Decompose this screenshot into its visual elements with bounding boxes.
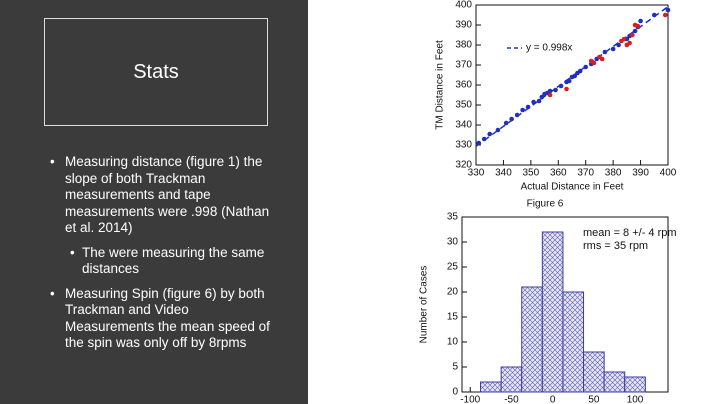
y-tick-label: 340 [455,120,472,131]
point [651,12,657,18]
point [531,99,536,105]
x-axis-title: Actual Distance in Feet [521,182,624,193]
y-tick-label: 0 [452,387,458,398]
y-tick-label: 20 [447,287,459,298]
charts: 330 340 350 360 370 380 390 4003203303403503603… [419,0,677,404]
point [495,127,501,133]
point [621,36,627,42]
title-box: Stats [44,18,268,126]
y-tick-label: 15 [447,312,459,323]
bullet: Measuring distance (figure 1) the slope … [48,154,280,237]
slide-title: Stats [133,60,179,83]
y-tick-label: 370 [455,60,472,71]
y-tick-label: 380 [455,40,472,51]
point [662,12,668,18]
y-tick-label: 25 [447,262,459,273]
x-tick-label: 370 [577,168,594,179]
y-tick-label: 400 [455,0,472,11]
chart-title: Figure 6 [527,199,564,210]
point [525,104,531,110]
plot-frame [475,4,669,166]
text-panel: Stats Measuring distance (figure 1) the … [0,0,308,404]
legend-label: y = 0.998x [526,43,572,54]
point [583,64,589,70]
y-axis-title: TM Distance in Feet [435,40,446,130]
x-tick-label: -50 [504,395,519,404]
point [610,46,616,52]
bar [624,376,646,393]
point [632,28,638,34]
point [509,116,514,122]
bullet: The were measuring the same distances [68,245,280,278]
point [665,7,671,13]
x-tick-label: -100 [460,395,480,404]
point [572,73,578,79]
point [487,131,493,137]
bar [541,231,564,393]
x-tick-label: 340 [495,168,512,179]
point [638,18,643,24]
bar [603,371,626,393]
annotation: mean = 8 +/- 4 rpm [583,227,677,239]
x-tick-label: 0 [550,395,556,404]
x-tick-label: 400 [660,168,677,179]
bar [500,366,523,393]
bar [583,351,605,393]
x-tick-label: 380 [605,168,622,179]
y-tick-label: 30 [447,237,459,248]
x-tick-label: 390 [632,168,649,179]
point [577,68,583,74]
point [547,92,553,98]
point [566,78,572,84]
y-axis-title: Number of Cases [419,266,430,344]
bullet-list: Measuring distance (figure 1) the slope … [48,154,280,360]
x-tick-label: 330 [468,168,485,179]
y-tick-label: 350 [455,100,472,111]
point [514,112,520,118]
point [536,98,542,104]
point [558,83,564,89]
bar [480,381,502,393]
y-tick-label: 390 [455,20,472,31]
point [599,56,605,62]
y-tick-label: 35 [447,212,459,223]
point [553,87,558,93]
point [476,140,482,146]
point [520,107,525,113]
x-tick-label: 100 [627,395,644,404]
point [630,32,635,38]
bar [521,286,543,393]
bullet: Measuring Spin (figure 6) by both Trackm… [48,286,280,352]
point [616,42,621,48]
point [547,88,553,94]
x-tick-label: 50 [588,395,600,404]
point [564,86,569,92]
point [481,136,487,142]
x-tick-label: 350 [523,168,540,179]
point [503,120,509,126]
y-tick-label: 330 [455,140,472,151]
point [602,49,608,55]
x-tick-label: 360 [550,168,567,179]
y-tick-label: 320 [455,160,472,171]
point [591,60,597,66]
point [635,23,641,29]
annotation: rms = 35 rpm [583,240,648,252]
y-tick-label: 360 [455,80,472,91]
y-tick-label: 10 [447,337,459,348]
y-tick-label: 5 [452,362,458,373]
point [627,40,632,46]
bar [562,291,585,393]
point [539,94,545,100]
